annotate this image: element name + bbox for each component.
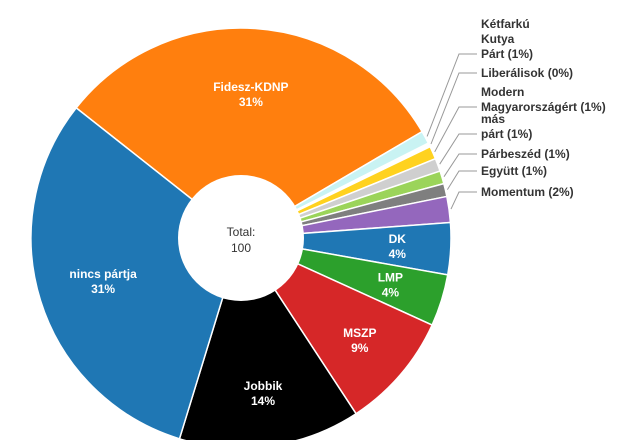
slice-label-nincs-partja: nincs pártja [69, 267, 137, 281]
outside-label-line: Kétfarkú [481, 17, 530, 31]
donut-hole [178, 175, 304, 301]
outside-label-line: Modern [481, 85, 524, 99]
slice-pct-fidesz-kdnp: 31% [239, 95, 263, 109]
outside-label-ketfarku-kutya-part: Kétfarkú Kutya Párt (1%) [481, 17, 533, 61]
slice-label-jobbik: Jobbik [244, 379, 283, 393]
slice-pct-dk: 4% [389, 247, 407, 261]
inside-labels-group: Fidesz-KDNP31%DK4%LMP4%MSZP9%Jobbik14%ni… [69, 80, 406, 408]
leader-line-parbeszed [443, 153, 477, 177]
outside-label-line: Párt (1%) [481, 47, 533, 61]
outside-label-momentum: Momentum (2%) [481, 185, 574, 199]
slice-fidesz-kdnp [75, 27, 423, 239]
center-total-label: Total: [227, 225, 256, 239]
slice-pct-jobbik: 14% [251, 394, 275, 408]
slice-pct-nincs-partja: 31% [91, 282, 115, 296]
slice-pct-lmp: 4% [382, 286, 400, 300]
slice-label-dk: DK [389, 232, 407, 246]
outside-label-line: Liberálisok (0%) [481, 66, 573, 80]
outside-label-line: Együtt (1%) [481, 164, 547, 178]
leader-line-modern-magyarorszagert [434, 106, 477, 153]
slice-label-lmp: LMP [378, 271, 403, 285]
outside-label-egyutt: Együtt (1%) [481, 164, 547, 178]
outside-label-liberalisok: Liberálisok (0%) [481, 66, 573, 80]
outside-label-line: párt (1%) [481, 127, 532, 141]
outside-label-line: Kutya [481, 32, 515, 46]
outside-label-mas-part: más párt (1%) [481, 112, 532, 141]
outside-label-line: Párbeszéd (1%) [481, 147, 570, 161]
slice-nincs-partja [30, 107, 242, 440]
leader-line-egyutt [446, 170, 477, 190]
leader-lines-group [426, 53, 477, 210]
outside-label-modern-magyarorszagert: Modern Magyarországért (1%) [481, 85, 606, 114]
slices-group [30, 27, 452, 440]
leader-line-ketfarku-kutya-part [426, 53, 477, 137]
outside-label-line: más [481, 112, 505, 126]
center-total-value: 100 [231, 241, 251, 255]
slice-label-fidesz-kdnp: Fidesz-KDNP [213, 80, 288, 94]
outside-label-parbeszed: Párbeszéd (1%) [481, 147, 570, 161]
leader-line-momentum [450, 191, 477, 210]
outside-label-line: Momentum (2%) [481, 185, 574, 199]
leader-line-liberalisok [430, 72, 477, 145]
leader-line-mas-part [439, 133, 477, 165]
slice-pct-mszp: 9% [351, 341, 369, 355]
outside-label-line: Magyarországért (1%) [481, 100, 606, 114]
slice-mszp [240, 237, 433, 415]
outside-labels-group: Kétfarkú Kutya Párt (1%) Liberálisok (0%) Mo… [481, 17, 606, 199]
slice-label-mszp: MSZP [343, 326, 376, 340]
slice-jobbik [178, 237, 357, 440]
